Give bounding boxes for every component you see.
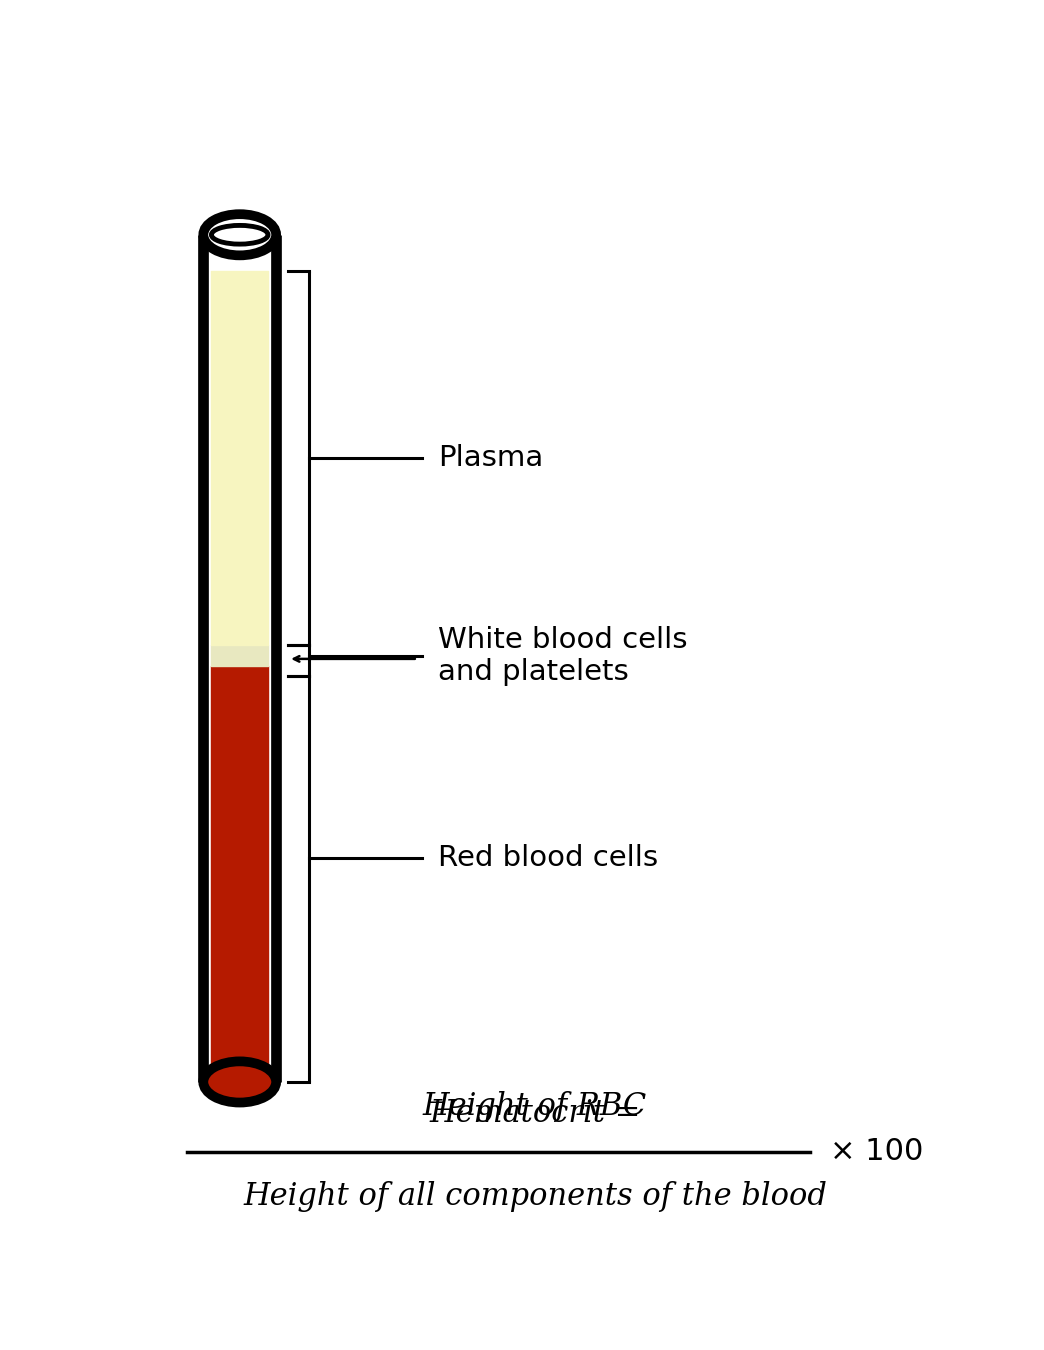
Text: Hematocrit =: Hematocrit = xyxy=(429,1098,641,1129)
Ellipse shape xyxy=(204,1061,276,1103)
Text: Plasma: Plasma xyxy=(438,444,543,472)
Text: Height of RBC: Height of RBC xyxy=(423,1092,647,1122)
Text: Height of all components of the blood: Height of all components of the blood xyxy=(243,1181,827,1212)
Text: × 100: × 100 xyxy=(830,1137,924,1166)
Text: White blood cells
and platelets: White blood cells and platelets xyxy=(438,625,687,686)
Ellipse shape xyxy=(211,225,268,244)
Text: Red blood cells: Red blood cells xyxy=(438,845,658,872)
Ellipse shape xyxy=(204,215,276,255)
